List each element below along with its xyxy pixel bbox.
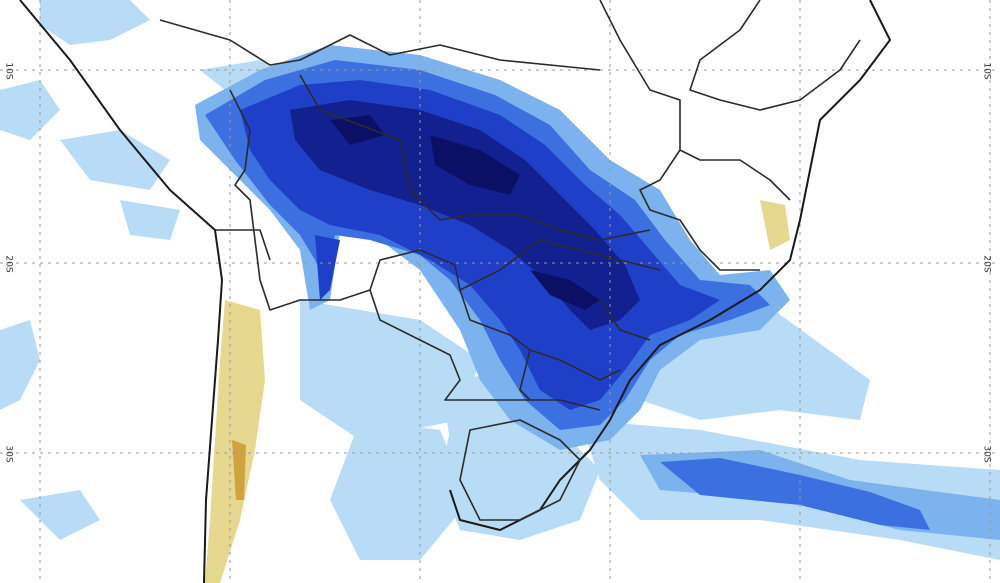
- lat-label-20s: 20S: [3, 255, 14, 273]
- lat-label-30s: 30S: [3, 445, 14, 463]
- lat-label-10s: 10S: [3, 62, 14, 80]
- dry-layer: [205, 200, 790, 583]
- lat-label-30s-right: 30S: [981, 445, 992, 463]
- boundaries: [19, 0, 891, 583]
- lat-label-10s-right: 10S: [981, 62, 992, 80]
- lat-label-20s-right: 20S: [981, 255, 992, 273]
- extreme-rain-layer: [290, 100, 640, 330]
- max-rain-layer: [330, 115, 600, 310]
